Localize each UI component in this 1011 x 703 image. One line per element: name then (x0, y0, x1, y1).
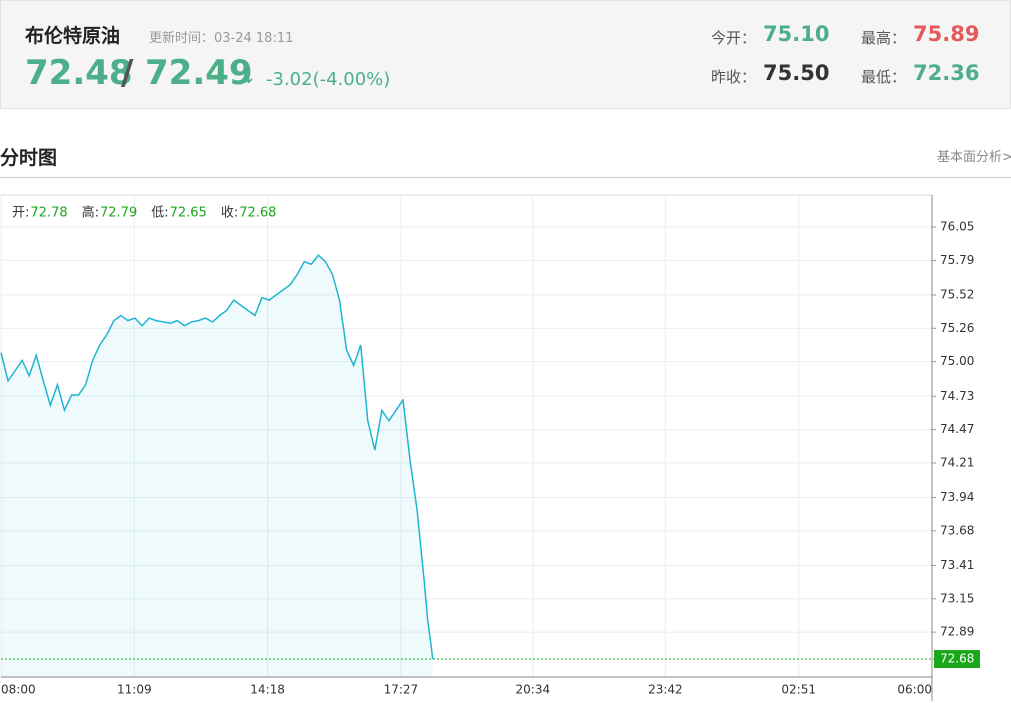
update-time: 更新时间：03-24 18:11 (149, 31, 294, 46)
last-price-label: 72.68 (940, 652, 974, 666)
last-price-box (934, 650, 980, 669)
ohlc-label: 高: (82, 205, 99, 221)
y-tick-label: 73.94 (940, 490, 974, 504)
y-tick-label: 75.52 (940, 287, 974, 301)
x-tick-label: 14:18 (250, 683, 285, 697)
x-tick-label: 23:42 (648, 683, 683, 697)
ohlc-label: 收: (221, 206, 238, 221)
x-tick-label: 06:00 (897, 683, 932, 697)
section-title: 分时图 (0, 147, 58, 169)
stat-value: 75.10 (763, 22, 830, 46)
price-line (0, 254, 434, 660)
stat-label: 今开： (711, 29, 757, 47)
x-tick-label: 11:09 (117, 683, 152, 697)
y-tick-label: 74.21 (940, 455, 974, 469)
ohlc-value: 72.65 (170, 206, 207, 221)
x-tick-label: 02:51 (781, 683, 816, 697)
y-tick-label: 75.00 (940, 354, 974, 368)
quote-header: 布伦特原油 更新时间：03-24 18:11 72.48 / 72.49 ↓ -… (0, 0, 1011, 109)
y-tick-label: 74.47 (940, 422, 974, 436)
change: -3.02(-4.00%) (266, 69, 391, 90)
y-tick-label: 75.26 (940, 321, 974, 335)
y-tick-label: 74.73 (940, 389, 974, 403)
ask: 72.49 (145, 53, 253, 93)
arrow: ↓ (241, 67, 257, 88)
stat-value: 72.36 (913, 61, 980, 85)
stat-value: 75.50 (763, 61, 830, 85)
y-tick-label: 73.68 (940, 523, 974, 537)
title: 布伦特原油 (25, 25, 121, 47)
ohlc-value: 72.79 (100, 206, 137, 221)
x-tick-label: 20:34 (516, 683, 551, 697)
stat-label: 最低： (861, 68, 907, 86)
ohlc-value: 72.68 (239, 206, 276, 221)
ohlc-label: 开: (12, 206, 29, 221)
y-tick-label: 72.89 (940, 625, 974, 639)
x-tick-label: 08:00 (1, 683, 36, 697)
separator: / (121, 53, 134, 93)
y-tick-label: 73.41 (940, 558, 974, 572)
y-tick-label: 73.15 (940, 591, 974, 605)
divider (0, 177, 1011, 178)
stat-value: 75.89 (913, 22, 980, 46)
x-tick-label: 17:27 (384, 683, 419, 697)
analysis-link[interactable]: 基本面分析> (937, 150, 1011, 165)
ohlc-value: 72.78 (30, 206, 67, 221)
bid: 72.48 (25, 53, 133, 93)
stat-label: 昨收： (711, 68, 757, 86)
stat-label: 最高： (861, 29, 907, 47)
y-tick-label: 75.79 (940, 253, 974, 267)
y-tick-label: 76.05 (940, 220, 974, 234)
area (1, 255, 433, 677)
ohlc-label: 低: (151, 206, 168, 221)
